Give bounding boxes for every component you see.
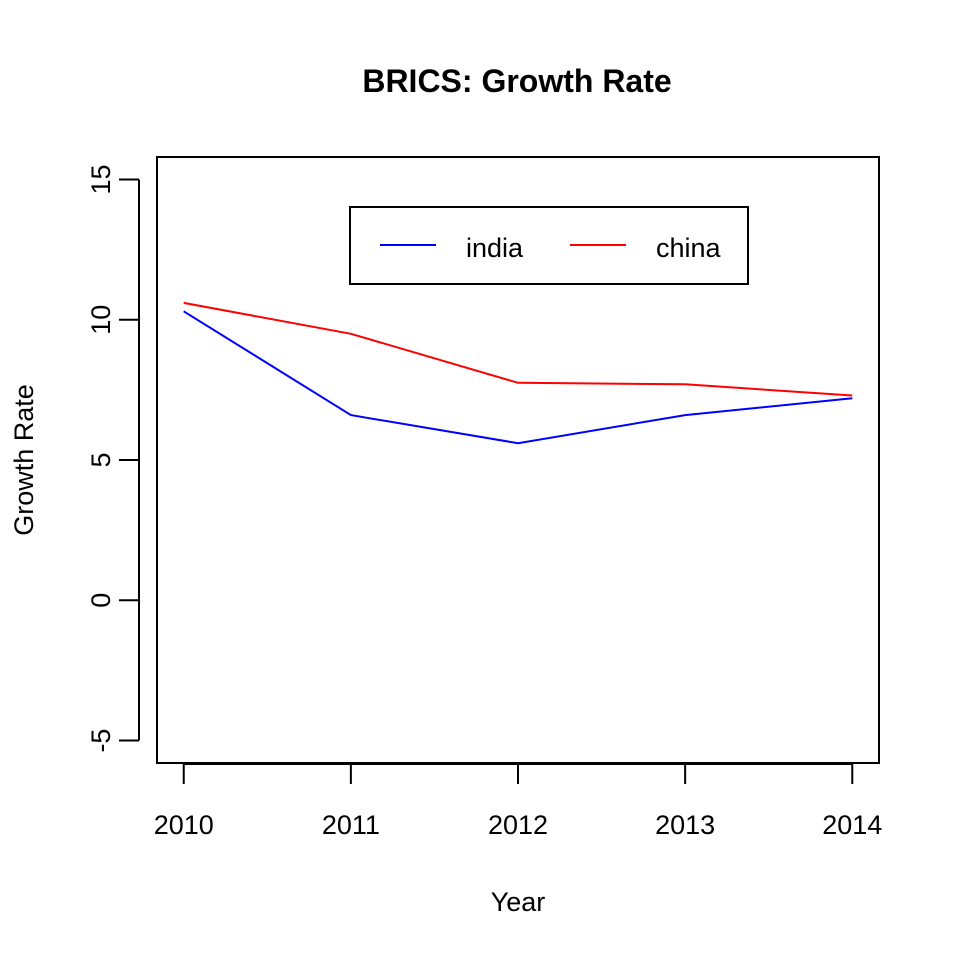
- y-tick-label: -5: [86, 729, 116, 753]
- x-tick-label: 2013: [655, 810, 715, 840]
- x-axis-label: Year: [491, 887, 546, 917]
- chart-title: BRICS: Growth Rate: [362, 63, 671, 99]
- series-line-china: [183, 301, 853, 397]
- x-tick-label: 2014: [822, 810, 882, 840]
- legend-label-india: india: [466, 233, 524, 263]
- y-axis-label: Growth Rate: [9, 384, 39, 536]
- y-tick-label: 5: [86, 452, 116, 467]
- x-axis: 2010 2011 2012 2013 2014: [154, 763, 882, 840]
- legend-label-china: china: [656, 233, 722, 263]
- series-line-india: [183, 310, 853, 445]
- y-tick-label: 10: [86, 305, 116, 335]
- y-axis: -5 0 5 10 15: [86, 164, 140, 753]
- y-tick-label: 15: [86, 164, 116, 194]
- x-tick-label: 2012: [488, 810, 548, 840]
- y-tick-label: 0: [86, 593, 116, 608]
- x-tick-label: 2010: [154, 810, 214, 840]
- legend: india china: [349, 206, 749, 285]
- series-layer: [183, 301, 853, 445]
- x-tick-label: 2011: [322, 810, 380, 840]
